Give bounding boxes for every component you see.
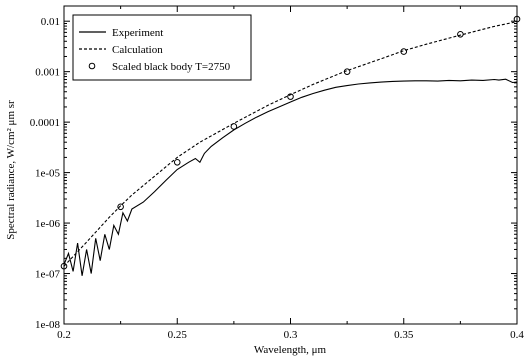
x-tick-label: 0.2 bbox=[57, 329, 71, 341]
y-tick-label: 0.0001 bbox=[30, 117, 60, 129]
legend-label-experiment: Experiment bbox=[112, 27, 163, 39]
experiment-line bbox=[63, 78, 518, 276]
blackbody-point bbox=[230, 123, 238, 130]
x-tick-label: 0.4 bbox=[510, 329, 524, 341]
y-tick-label: 1e-08 bbox=[35, 319, 61, 331]
blackbody-point bbox=[287, 93, 294, 100]
legend-label-calculation: Calculation bbox=[112, 44, 163, 56]
x-axis-title: Wavelength, μm bbox=[254, 344, 327, 356]
blackbody-point bbox=[173, 158, 181, 166]
blackbody-point bbox=[400, 48, 408, 55]
blackbody-point bbox=[457, 30, 464, 38]
legend-swatch-blackbody bbox=[88, 62, 96, 70]
x-tick-label: 0.3 bbox=[284, 329, 298, 341]
y-tick-label: 1e-06 bbox=[35, 218, 61, 230]
x-tick-label: 0.25 bbox=[168, 329, 188, 341]
y-tick-label: 1e-05 bbox=[35, 168, 61, 180]
legend-box bbox=[72, 14, 252, 81]
x-tick-label: 0.35 bbox=[394, 329, 414, 341]
blackbody-point bbox=[513, 15, 521, 23]
legend: Experiment Calculation Scaled black body… bbox=[72, 14, 252, 81]
legend-label-blackbody: Scaled black body T=2750 bbox=[112, 61, 231, 73]
calculation-line bbox=[63, 21, 518, 267]
series-layer bbox=[60, 15, 521, 276]
y-tick-label: 1e-07 bbox=[35, 269, 61, 281]
y-tick-label: 0.01 bbox=[41, 16, 60, 28]
axis-ticks: 0.2 0.25 0.3 0.35 0.4 1e-08 1e-07 1e-06 1e-05 0.0… bbox=[30, 5, 524, 341]
blackbody-point bbox=[60, 262, 68, 270]
blackbody-point bbox=[343, 68, 351, 75]
y-tick-label: 0.001 bbox=[35, 67, 60, 79]
y-axis-title: Spectral radiance, W/cm² μm sr bbox=[5, 100, 17, 240]
blackbody-point bbox=[117, 203, 124, 211]
